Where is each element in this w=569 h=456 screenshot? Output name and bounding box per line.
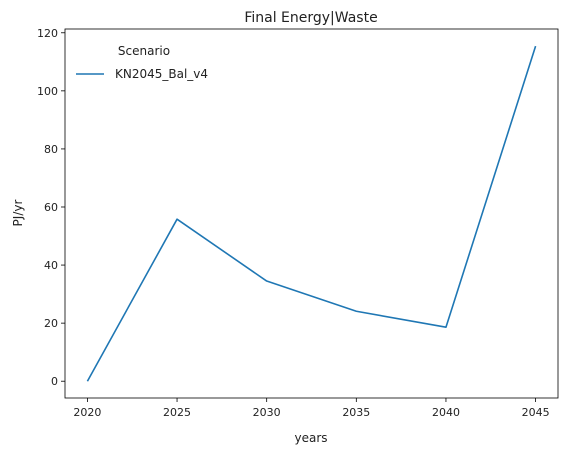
x-axis-label: years — [294, 431, 327, 445]
plot-area-frame — [64, 28, 559, 399]
x-tick-label: 2035 — [342, 406, 370, 419]
y-tick-label: 20 — [44, 317, 58, 330]
legend-label: KN2045_Bal_v4 — [115, 67, 208, 81]
y-axis-label: PJ/yr — [11, 200, 25, 227]
y-tick-label: 60 — [44, 201, 58, 214]
x-tick-label: 2020 — [73, 406, 101, 419]
x-tick-label: 2040 — [432, 406, 460, 419]
y-tick-label: 80 — [44, 143, 58, 156]
x-tick-label: 2025 — [163, 406, 191, 419]
y-tick-label: 40 — [44, 259, 58, 272]
chart-title: Final Energy|Waste — [244, 10, 377, 26]
x-tick-label: 2045 — [522, 406, 550, 419]
legend-title: Scenario — [118, 44, 170, 58]
series-line — [86, 45, 537, 382]
y-axis: 0 20 40 60 80 100 120 — [37, 27, 65, 388]
y-tick-label: 100 — [37, 85, 58, 98]
x-tick-label: 2030 — [253, 406, 281, 419]
x-axis: 2020 2025 2030 2035 2040 2045 — [73, 398, 550, 419]
y-tick-label: 120 — [37, 27, 58, 40]
legend-entries: KN2045_Bal_v4 — [76, 67, 208, 81]
series-layer — [86, 45, 537, 382]
y-tick-label: 0 — [51, 375, 58, 388]
legend: Scenario KN2045_Bal_v4 — [76, 44, 208, 81]
